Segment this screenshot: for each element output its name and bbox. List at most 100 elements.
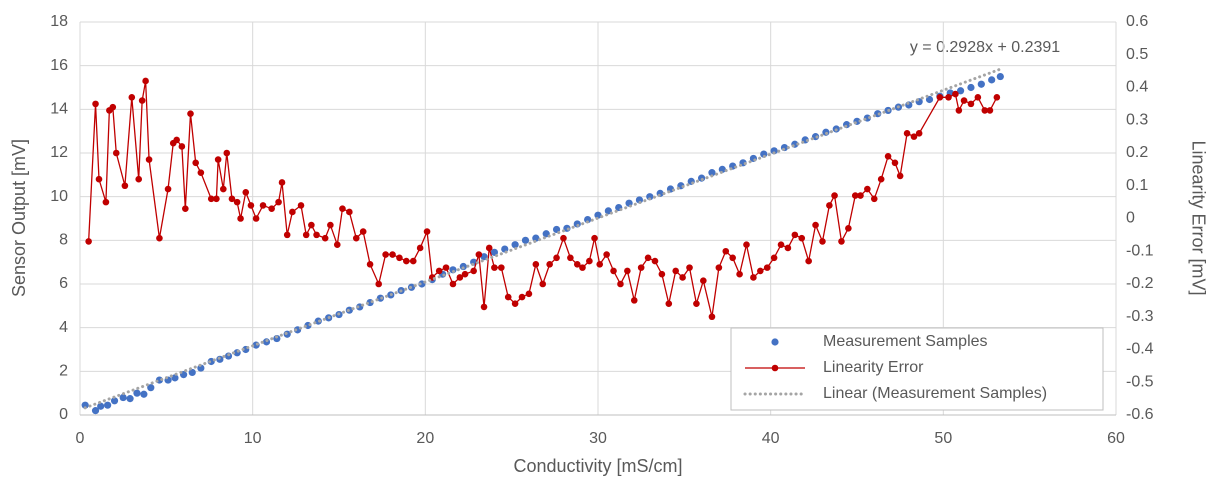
data-point xyxy=(594,211,602,219)
line-marker xyxy=(164,185,172,193)
line-marker xyxy=(504,293,512,301)
x-tick-label: 20 xyxy=(416,430,434,447)
legend-label: Measurement Samples xyxy=(823,333,988,350)
line-marker xyxy=(777,241,785,248)
line-marker xyxy=(252,215,260,222)
line-marker xyxy=(915,130,923,137)
line-marker xyxy=(708,313,716,321)
line-marker xyxy=(630,297,638,304)
line-marker xyxy=(142,77,149,85)
line-marker xyxy=(109,103,117,111)
line-marker xyxy=(729,254,736,262)
line-marker xyxy=(831,192,838,199)
line-marker xyxy=(838,238,845,245)
line-marker xyxy=(182,205,189,212)
line-marker xyxy=(610,267,617,275)
line-marker xyxy=(910,133,918,140)
line-marker xyxy=(409,257,417,265)
line-marker xyxy=(960,97,968,104)
data-point xyxy=(925,95,934,104)
legend-label: Linear (Measurement Samples) xyxy=(823,385,1047,402)
x-tick-label: 30 xyxy=(589,430,607,447)
line-marker xyxy=(346,208,353,216)
line-marker xyxy=(864,185,871,193)
line-marker xyxy=(485,244,493,252)
line-marker xyxy=(423,228,431,235)
line-marker xyxy=(693,300,700,307)
data-point xyxy=(988,76,996,84)
data-point xyxy=(532,234,540,242)
line-marker xyxy=(770,254,778,262)
line-marker xyxy=(156,234,163,242)
line-marker xyxy=(242,189,250,196)
y2-tick-label: 0.3 xyxy=(1126,111,1148,128)
line-marker xyxy=(442,264,450,271)
data-point xyxy=(996,72,1004,81)
line-marker xyxy=(617,280,624,288)
line-marker xyxy=(896,172,904,180)
legend-label: Linearity Error xyxy=(823,359,924,376)
line-marker xyxy=(826,202,833,209)
line-marker xyxy=(85,238,92,245)
legend-box xyxy=(730,327,1104,411)
line-marker xyxy=(214,156,222,163)
line-marker xyxy=(518,293,526,301)
line-marker xyxy=(375,280,383,288)
line-marker xyxy=(579,264,586,271)
line-marker xyxy=(955,107,963,114)
line-marker xyxy=(546,261,553,268)
data-point xyxy=(967,83,975,92)
line-marker xyxy=(302,231,310,239)
line-marker xyxy=(591,234,598,242)
y-tick-label: 2 xyxy=(59,363,68,380)
y2-tick-label: -0.5 xyxy=(1126,373,1154,390)
trendline-equation: y = 0.2928x + 0.2391 xyxy=(910,39,1060,56)
line-marker xyxy=(173,136,180,144)
line-marker xyxy=(784,244,792,252)
line-marker xyxy=(736,270,743,278)
line-marker xyxy=(268,205,275,212)
data-point xyxy=(521,236,530,244)
line-marker xyxy=(112,149,120,157)
line-marker xyxy=(700,277,707,285)
line-marker xyxy=(743,241,750,248)
line-marker xyxy=(449,280,457,288)
line-marker xyxy=(679,274,686,281)
data-point xyxy=(110,397,119,405)
line-marker xyxy=(95,175,103,183)
y2-tick-label: -0.3 xyxy=(1126,308,1154,325)
line-marker xyxy=(352,234,360,242)
line-marker xyxy=(278,179,286,186)
line-marker xyxy=(145,156,153,163)
line-marker xyxy=(603,251,610,258)
y2-axis-title: Linearity Error [mV] xyxy=(1188,140,1208,295)
line-marker xyxy=(573,261,581,268)
line-marker xyxy=(884,152,892,160)
data-point xyxy=(97,402,105,410)
line-marker xyxy=(491,264,498,271)
line-marker xyxy=(138,97,146,104)
y2-tick-label: 0.5 xyxy=(1126,46,1148,63)
y2-tick-label: 0 xyxy=(1126,210,1135,227)
line-marker xyxy=(213,195,220,203)
line-marker xyxy=(857,192,864,199)
line-marker xyxy=(327,221,334,229)
line-marker xyxy=(197,169,205,176)
data-point xyxy=(119,393,127,402)
line-marker xyxy=(553,254,560,262)
x-tick-label: 50 xyxy=(934,430,952,447)
line-marker xyxy=(92,100,99,108)
line-marker xyxy=(359,228,367,235)
line-marker xyxy=(289,208,296,216)
y-tick-label: 16 xyxy=(50,57,68,74)
line-marker xyxy=(637,264,645,271)
y-tick-label: 6 xyxy=(59,275,68,292)
x-tick-label: 40 xyxy=(762,430,780,447)
line-marker xyxy=(715,264,723,271)
y-tick-label: 8 xyxy=(59,232,68,249)
line-marker xyxy=(903,130,911,137)
legend: Measurement Samples Linearity Error Linear… xyxy=(730,327,1104,411)
line-marker xyxy=(480,303,488,311)
data-point xyxy=(511,241,519,249)
y2-tick-label: 0.1 xyxy=(1126,177,1148,194)
